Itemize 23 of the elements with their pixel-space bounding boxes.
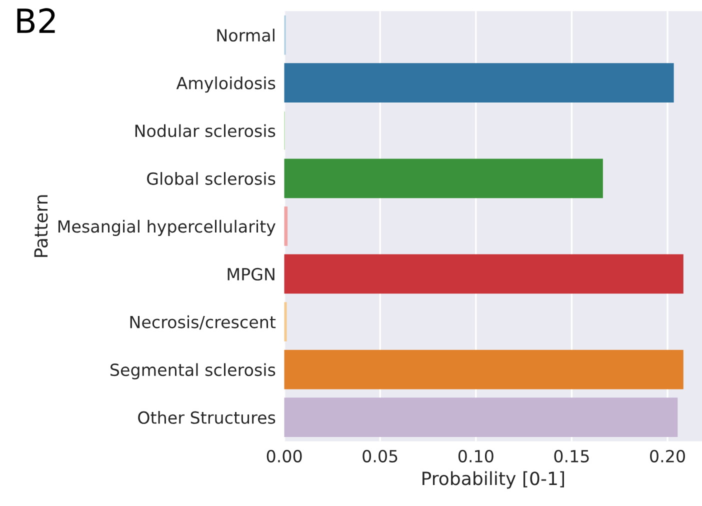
text: B2 xyxy=(17,8,55,33)
bar xyxy=(284,350,684,390)
bar xyxy=(284,398,678,438)
x-tick-label: 0.20 xyxy=(650,450,685,462)
bar xyxy=(284,63,674,102)
y-tick-label: Normal xyxy=(217,28,274,42)
bar xyxy=(284,254,684,294)
y-tick-label: Amyloidosis xyxy=(176,76,276,93)
y-tick-label: Segmental sclerosis xyxy=(110,363,276,380)
y-tick-label: Necrosis/crescent xyxy=(130,315,276,330)
y-tick-label: Nodular sclerosis xyxy=(135,124,276,138)
y-axis-title: Pattern xyxy=(34,195,48,257)
x-axis-title: Probability [0-1] xyxy=(422,471,564,489)
bar xyxy=(284,206,288,246)
bar xyxy=(284,158,603,198)
y-tick-label: Other Structures xyxy=(138,411,276,424)
x-tick-label: 0.15 xyxy=(554,450,589,462)
y-tick-label: Mesangial hypercellularity xyxy=(58,220,276,236)
x-tick-label: 0.10 xyxy=(458,450,494,462)
y-tick-label: MPGN xyxy=(228,268,274,281)
x-tick-label: 0.05 xyxy=(362,450,398,462)
x-tick-label: 0.00 xyxy=(266,450,302,462)
y-tick-label: Global sclerosis xyxy=(147,172,276,185)
